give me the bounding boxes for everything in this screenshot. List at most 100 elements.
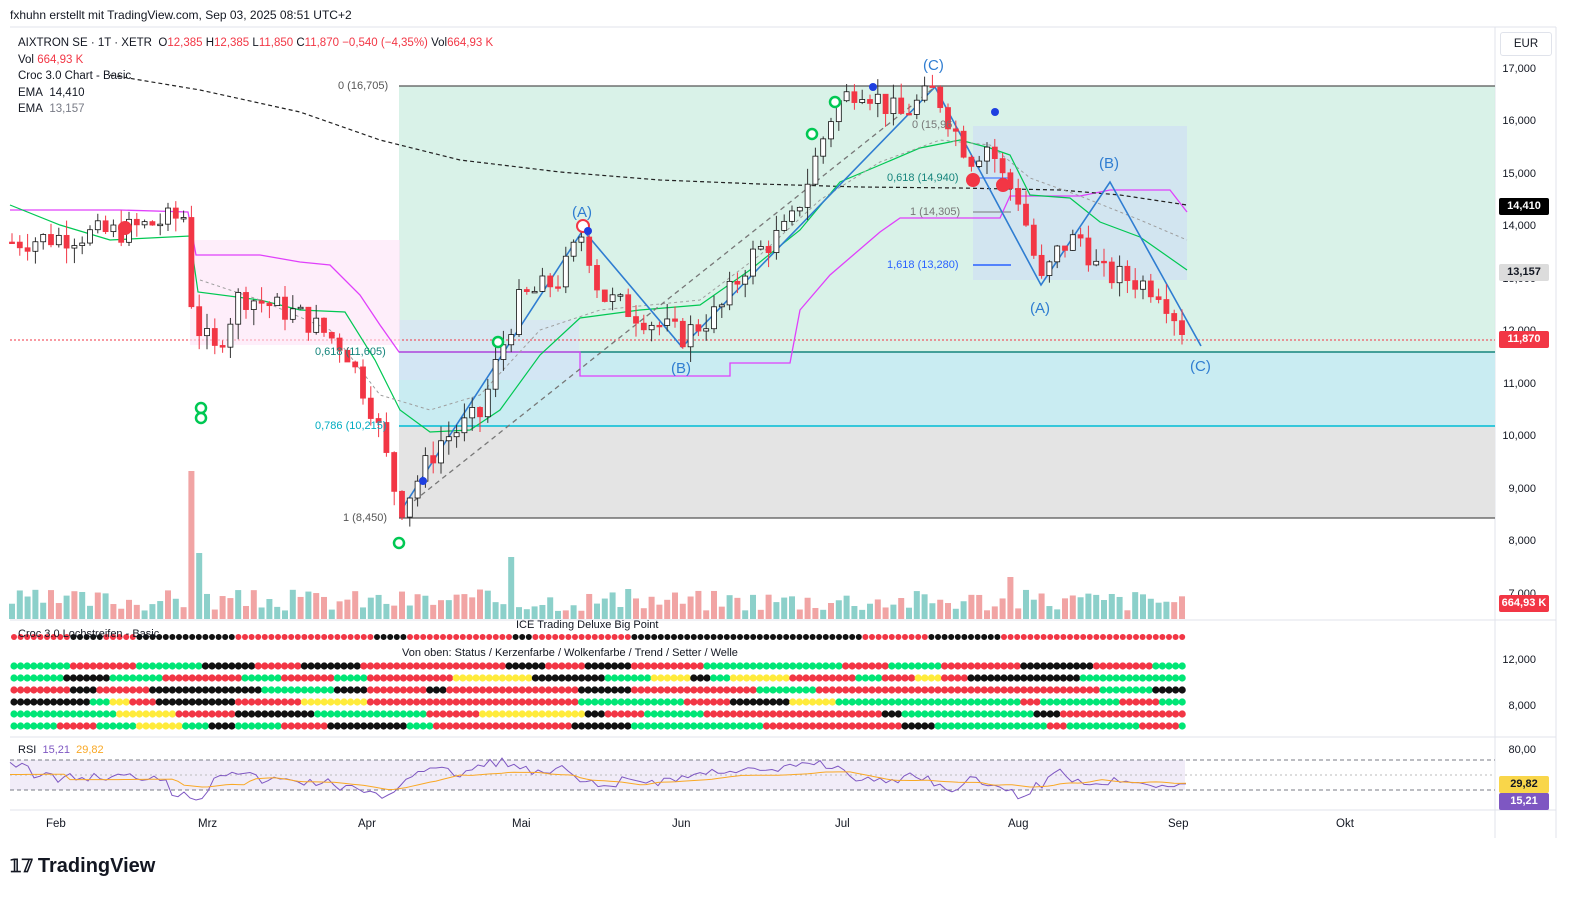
indicator-dot [155,698,163,706]
indicator-dot [334,634,341,640]
indicator-dot [129,722,137,730]
indicator-dot [908,634,915,640]
volume-bar [921,594,928,619]
candle-body [274,296,281,307]
indicator-dot [875,662,883,670]
indicator-dot [954,686,962,694]
indicator-dot [30,698,38,706]
indicator-dot [1125,674,1133,682]
indicator-dot [1106,698,1114,706]
candle-body [321,317,327,333]
indicator-dot [419,722,427,730]
rsi-legend[interactable]: RSI 15,21 29,82 [18,744,104,756]
indicator-dot [868,662,876,670]
indicator-dot [241,722,249,730]
volume-bar [352,591,359,619]
indicator-dot [1179,634,1186,640]
indicator-dot [485,674,493,682]
indicator-dot [677,662,685,670]
fib-zone-618 [399,352,1495,426]
indicator-dot [888,698,896,706]
indicator-dot [135,698,143,706]
indicator-dot [663,710,672,718]
indicator-dot [1026,722,1034,730]
indicator-dot [1000,698,1008,706]
indicator-dot [287,698,295,706]
indicator-dot [644,674,652,682]
indicator-dot [102,686,110,694]
indicator-dot [1026,710,1034,718]
volume-bar [344,599,351,619]
indicator-dot [816,634,823,640]
indicator-dot [1086,698,1094,706]
indicator-dot [347,686,355,694]
indicator-dot [1000,722,1008,730]
volume-bar [126,599,132,619]
indicator-dot [155,710,163,718]
croc-legend[interactable]: Croc 3.0 Chart - Basic [18,70,132,82]
indicator-dot [690,722,698,730]
indicator-dot [578,686,586,694]
indicator-dot [809,686,817,694]
indicator-dot [875,674,883,682]
volume-bar [617,607,624,619]
indicator-dot [914,686,922,694]
indicator-dot [848,722,856,730]
indicator-dot [789,698,797,706]
indicator-dot [703,674,711,682]
indicator-dot [360,686,368,694]
indicator-dot [637,722,645,730]
volume-bar [71,591,78,619]
indicator-dot [1073,674,1081,682]
rsi-ma-line [10,771,1187,791]
ema-mid [199,139,1188,411]
indicator-dot [802,674,810,682]
indicator-dot [123,634,130,640]
indicator-dot [954,698,962,706]
indicator-dot [1106,710,1114,718]
indicator-dot [729,698,738,706]
candle-body [133,218,140,226]
indicator-dot [465,686,473,694]
indicator-dot [1099,686,1107,694]
indicator-dot [1053,674,1061,682]
currency-selector[interactable]: EUR [1500,32,1552,56]
indicator-dot [914,722,922,730]
indicator-dot [545,674,553,682]
candle-body [1171,313,1178,322]
ema2-legend[interactable]: EMA 13,157 [18,103,85,115]
indicator-dot [650,698,658,706]
indicator-dot [670,698,678,706]
indicator-dot [320,698,328,706]
candle-body [874,93,881,104]
ema1-legend[interactable]: EMA 14,410 [18,86,85,99]
indicator-dot [1152,634,1159,640]
indicator-dot [168,710,176,718]
indicator-dot [551,686,559,694]
candle-body [445,436,452,442]
lochstreifen-title[interactable]: Croc 3.0 Lochstreifen - Basic [18,628,160,640]
indicator-dot [1046,710,1054,718]
indicator-dot [954,674,962,682]
indicator-dot [413,662,421,670]
indicator-dot [1166,634,1172,640]
indicator-dot [63,686,71,694]
indicator-dot [861,698,870,706]
volume-legend[interactable]: Vol 664,93 K [18,53,84,66]
candle-body [24,247,31,252]
indicator-dot [327,634,334,640]
candle-body [679,320,686,348]
symbol-name[interactable]: AIXTRON SE · 1T · XETR [18,37,152,49]
indicator-dot [1145,710,1153,718]
indicator-dot [116,674,124,682]
tradingview-logo[interactable]: 𝟙𝟟 TradingView [10,855,156,877]
indicator-dot [135,686,143,694]
indicator-dot [354,634,361,640]
candle-body [344,349,351,363]
indicator-dot [459,722,467,730]
volume-bar [547,597,554,619]
indicator-dot [967,662,975,670]
indicator-dot [399,674,407,682]
indicator-dot [340,722,348,730]
